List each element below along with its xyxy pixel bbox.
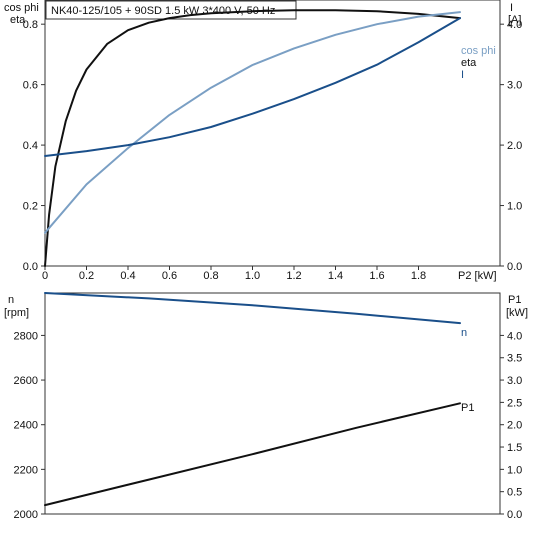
bottom-panel: 2000 2200 2400 2600 2800 0.0 0.5 1.0 1.5 2.0 2.5 3.… xyxy=(4,292,528,521)
left-tick-label: 0.2 xyxy=(23,201,38,213)
x-tick-label: 1.2 xyxy=(286,270,301,282)
cosphi-curve xyxy=(44,11,461,234)
right-tick-label: 0.0 xyxy=(507,509,522,521)
right-tick-label: 3.0 xyxy=(507,80,522,92)
bottom-axes: 2000 2200 2400 2600 2800 0.0 0.5 1.0 1.5 2.0 2.5 3.… xyxy=(14,330,523,521)
left-tick-label: 0.4 xyxy=(23,140,38,152)
current-curve xyxy=(44,17,461,157)
right-tick-label: 1.0 xyxy=(507,201,522,213)
left-tick-label: 0.0 xyxy=(23,261,38,273)
right-tick-label: 0.0 xyxy=(507,261,522,273)
series-label-n: n xyxy=(461,327,467,339)
top-plot-frame xyxy=(44,0,501,267)
left-axis-label-cosphi: cos phi xyxy=(4,2,39,14)
right-tick-label: 3.5 xyxy=(507,353,522,365)
left-axis-label-n: n xyxy=(8,294,14,306)
bottom-plot-frame xyxy=(44,292,501,515)
left-tick-label: 0.6 xyxy=(23,80,38,92)
left-tick-label: 2200 xyxy=(14,464,38,476)
right-axis-label-kw: [kW] xyxy=(506,307,528,319)
top-series-group xyxy=(44,9,461,267)
right-axis-label-p1: P1 xyxy=(508,294,521,306)
x-tick-label: 0 xyxy=(42,270,48,282)
right-tick-label: 2.0 xyxy=(507,420,522,432)
top-panel: 0.0 0.2 0.4 0.6 0.8 0.0 1.0 2.0 3.0 4.0 0 0.2 0.4 0.6… xyxy=(4,0,522,282)
right-tick-label: 2.5 xyxy=(507,397,522,409)
x-tick-label: 0.8 xyxy=(203,270,218,282)
left-tick-label: 2600 xyxy=(14,375,38,387)
chart-title: NK40-125/105 + 90SD 1.5 kW 3*400 V, 50 H… xyxy=(51,5,275,17)
left-tick-label: 2800 xyxy=(14,330,38,342)
right-axis-label-a: [A] xyxy=(508,14,521,26)
right-axis-label-i: I xyxy=(510,2,513,14)
x-tick-label: 1.8 xyxy=(411,270,426,282)
left-axis-label-rpm: [rpm] xyxy=(4,307,29,319)
right-tick-label: 4.0 xyxy=(507,19,522,31)
x-tick-label: 0.2 xyxy=(79,270,94,282)
left-tick-label: 0.8 xyxy=(23,19,38,31)
x-tick-label: 1.0 xyxy=(245,270,260,282)
series-label-cosphi: cos phi xyxy=(461,45,496,57)
top-axes: 0.0 0.2 0.4 0.6 0.8 0.0 1.0 2.0 3.0 4.0 0 0.2 0.4 0.6… xyxy=(23,19,523,282)
series-label-eta: eta xyxy=(461,57,477,69)
left-tick-label: 2400 xyxy=(14,420,38,432)
left-axis-label-eta: eta xyxy=(10,14,26,26)
x-tick-label: 0.4 xyxy=(120,270,135,282)
series-label-p1: P1 xyxy=(461,402,474,414)
right-tick-label: 1.0 xyxy=(507,464,522,476)
eta-curve xyxy=(44,9,461,267)
p1-curve xyxy=(44,402,461,507)
bottom-series-group xyxy=(44,292,461,507)
speed-curve xyxy=(44,292,461,325)
right-tick-label: 3.0 xyxy=(507,375,522,387)
right-tick-label: 4.0 xyxy=(507,330,522,342)
x-tick-label: 0.6 xyxy=(162,270,177,282)
x-tick-label: 1.6 xyxy=(369,270,384,282)
series-label-i: I xyxy=(461,69,464,81)
x-axis-label: P2 [kW] xyxy=(458,270,497,282)
right-tick-label: 0.5 xyxy=(507,487,522,499)
right-tick-label: 1.5 xyxy=(507,442,522,454)
x-tick-label: 1.4 xyxy=(328,270,343,282)
left-tick-label: 2000 xyxy=(14,509,38,521)
right-tick-label: 2.0 xyxy=(507,140,522,152)
